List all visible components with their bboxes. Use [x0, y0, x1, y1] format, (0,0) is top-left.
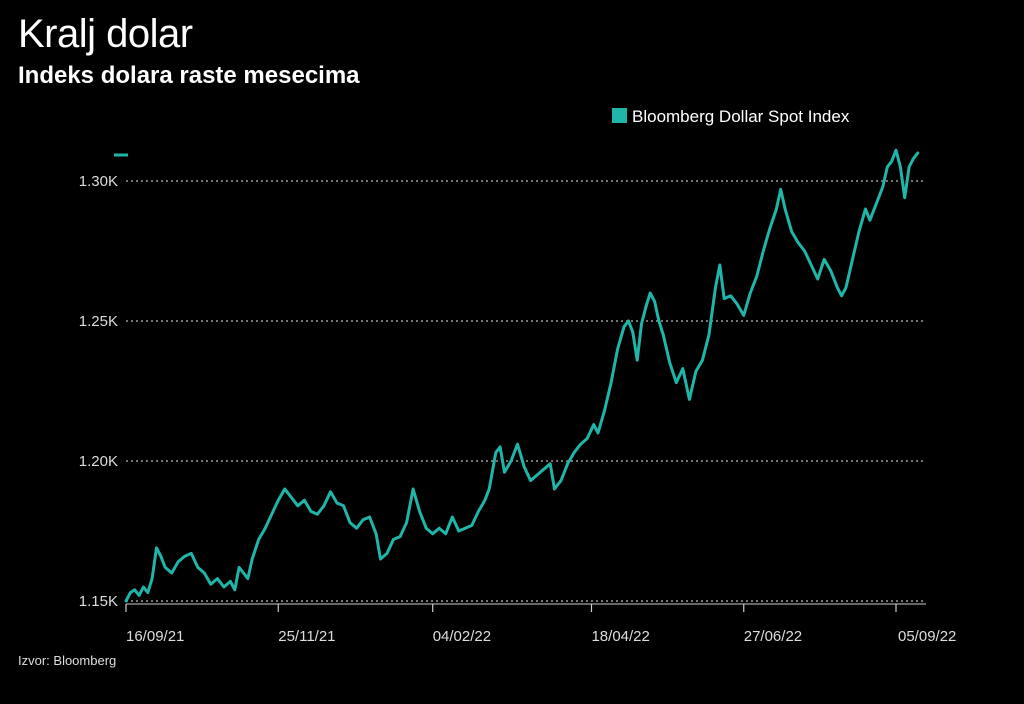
y-tick-label: 1.30K [79, 173, 118, 190]
x-tick-label: 16/09/21 [126, 628, 184, 645]
y-tick-label: 1.15K [79, 593, 118, 610]
series-layer [114, 148, 920, 603]
y-axis: 1.15K 1.20K 1.25K 1.30K [79, 173, 118, 610]
chart-title: Kralj dolar [18, 12, 193, 56]
x-tick-label: 04/02/22 [433, 628, 491, 645]
series-line-0 [124, 148, 920, 603]
x-tick-label: 25/11/21 [278, 628, 335, 645]
legend-swatch [612, 108, 627, 123]
x-axis: 16/09/21 25/11/21 04/02/22 18/04/22 27/06/22… [125, 603, 956, 645]
x-tick-label: 18/04/22 [591, 628, 649, 645]
y-tick-label: 1.25K [79, 313, 118, 330]
x-tick-label: 05/09/22 [898, 628, 956, 645]
chart-subtitle: Indeks dolara raste mesecima [18, 62, 360, 89]
x-tick-label: 27/06/22 [744, 628, 802, 645]
legend: Bloomberg Dollar Spot Index [612, 107, 850, 126]
grid-lines [126, 180, 926, 602]
legend-label: Bloomberg Dollar Spot Index [632, 107, 850, 126]
y-tick-label: 1.20K [79, 453, 118, 470]
source-note: Izvor: Bloomberg [18, 653, 117, 668]
